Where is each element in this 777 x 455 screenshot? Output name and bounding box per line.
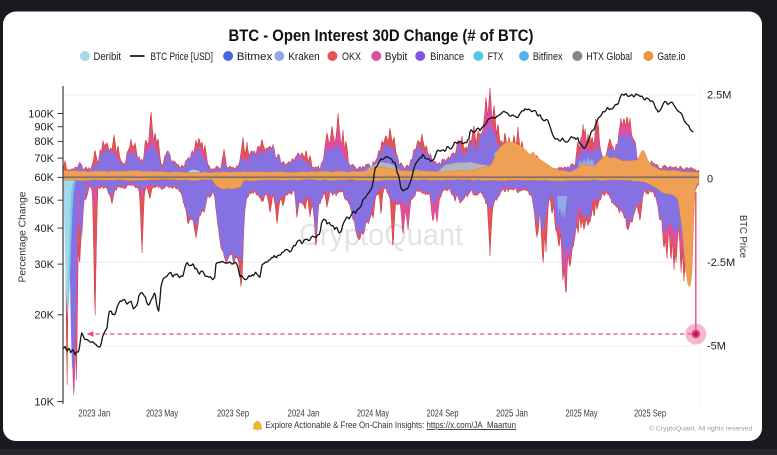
- svg-text:BTC Price [USD]: BTC Price [USD]: [151, 51, 214, 63]
- svg-text:Percentage Change: Percentage Change: [18, 191, 29, 282]
- svg-text:2025 May: 2025 May: [566, 409, 598, 420]
- svg-text:2023 May: 2023 May: [146, 409, 178, 420]
- svg-text:2025 Sep: 2025 Sep: [634, 409, 666, 420]
- svg-text:© CryptoQuant. All rights rese: © CryptoQuant. All rights reserved: [649, 425, 752, 433]
- svg-text:Bybit: Bybit: [385, 51, 408, 63]
- svg-text:2023 Sep: 2023 Sep: [217, 409, 249, 420]
- svg-text:-2.5M: -2.5M: [707, 257, 735, 269]
- svg-text:Binance: Binance: [430, 51, 464, 63]
- svg-text:Bitmex: Bitmex: [237, 51, 273, 63]
- svg-text:60K: 60K: [34, 172, 54, 184]
- svg-text:Deribit: Deribit: [94, 51, 122, 63]
- svg-text:Explore Actionable & Free On-C: Explore Actionable & Free On-Chain Insig…: [266, 420, 517, 430]
- svg-text:HTX Global: HTX Global: [586, 51, 632, 63]
- svg-text:10K: 10K: [34, 396, 54, 408]
- svg-text:Bitfinex: Bitfinex: [533, 51, 563, 63]
- svg-text:Gate.io: Gate.io: [657, 51, 685, 63]
- svg-text:CryptoQuant: CryptoQuant: [299, 217, 463, 252]
- svg-text:40K: 40K: [34, 223, 54, 235]
- svg-text:90K: 90K: [34, 122, 54, 134]
- svg-text:70K: 70K: [34, 153, 54, 165]
- svg-text:BTC Price: BTC Price: [737, 215, 748, 258]
- svg-text:2025 Jan: 2025 Jan: [496, 409, 528, 420]
- svg-text:-5M: -5M: [707, 341, 726, 353]
- svg-text:2024 Jan: 2024 Jan: [288, 409, 320, 420]
- svg-text:OKX: OKX: [342, 51, 362, 63]
- svg-text:BTC - Open Interest 30D Change: BTC - Open Interest 30D Change (# of BTC…: [229, 26, 534, 45]
- svg-text:50K: 50K: [34, 195, 54, 207]
- svg-text:FTX: FTX: [488, 51, 504, 63]
- svg-text:80K: 80K: [34, 136, 54, 148]
- svg-text:100K: 100K: [28, 108, 54, 120]
- svg-text:Kraken: Kraken: [288, 51, 319, 63]
- svg-text:2023 Jan: 2023 Jan: [78, 409, 110, 420]
- svg-text:2.5M: 2.5M: [707, 90, 731, 102]
- svg-text:20K: 20K: [34, 310, 54, 322]
- svg-text:2024 May: 2024 May: [357, 409, 389, 420]
- svg-text:0: 0: [707, 173, 713, 185]
- svg-text:2024 Sep: 2024 Sep: [427, 409, 459, 420]
- svg-text:30K: 30K: [34, 259, 54, 271]
